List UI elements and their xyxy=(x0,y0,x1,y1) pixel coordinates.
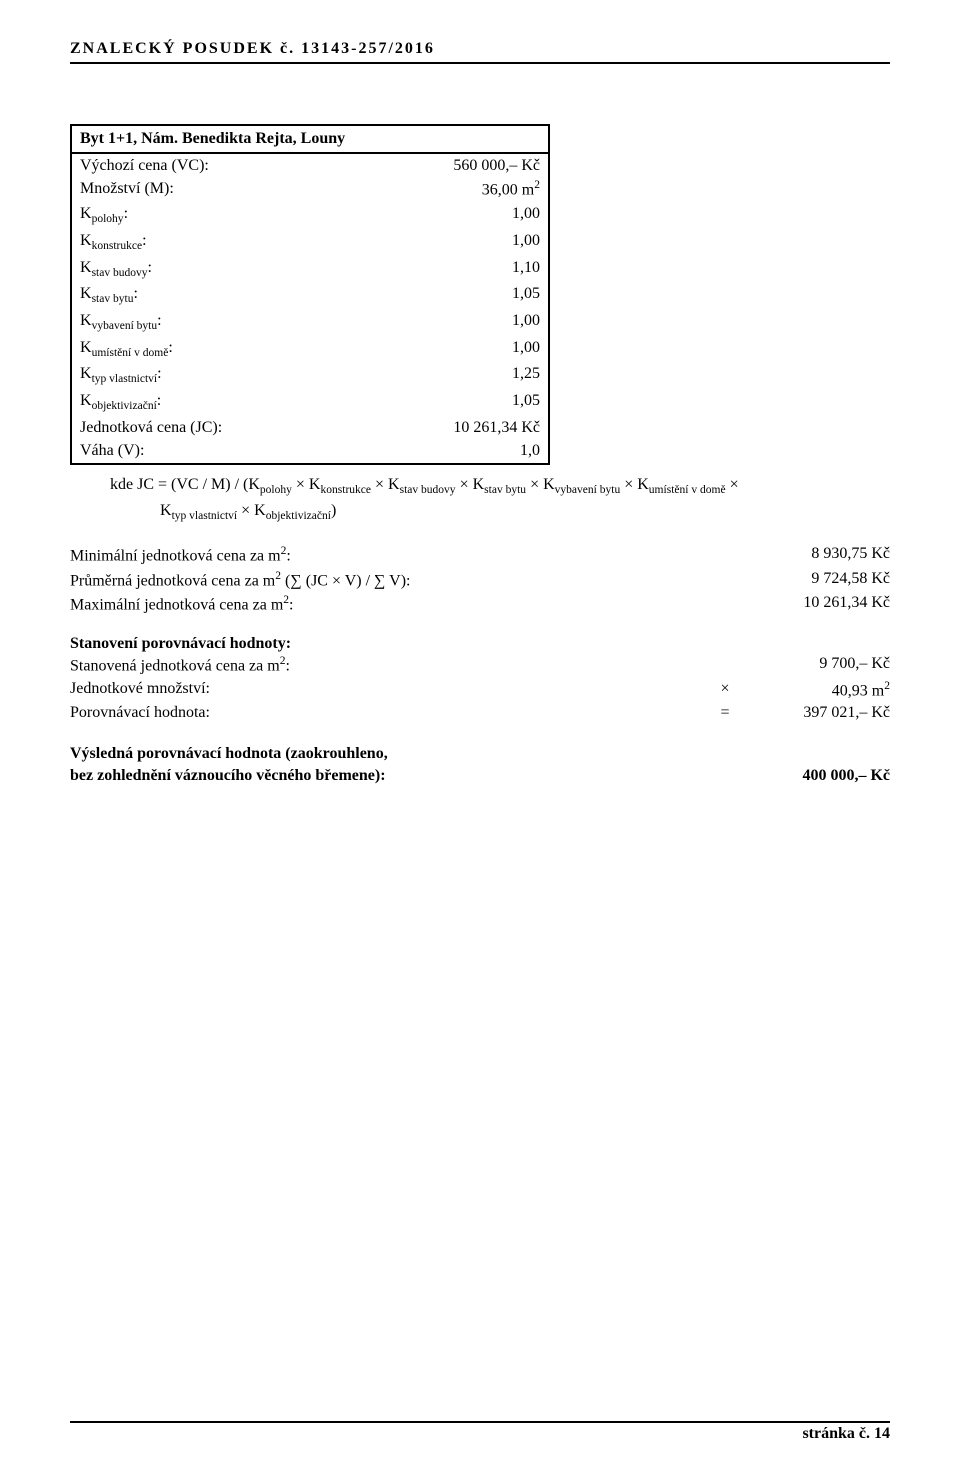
property-row: Kkonstrukce:1,00 xyxy=(72,229,548,256)
comparison-value: 9 700,– Kč xyxy=(740,653,890,678)
summary-row: Maximální jednotková cena za m2:10 261,3… xyxy=(70,592,890,617)
summary-row: Průměrná jednotková cena za m2 (∑ (JC × … xyxy=(70,568,890,593)
property-row-value: 1,00 xyxy=(420,230,540,255)
property-row: Kumístění v domě:1,00 xyxy=(72,336,548,363)
property-row-value: 1,10 xyxy=(420,257,540,282)
property-row-label: Kstav budovy: xyxy=(80,257,420,282)
unit-price-summary: Minimální jednotková cena za m2:8 930,75… xyxy=(70,543,890,617)
page-number: stránka č. 14 xyxy=(802,1425,890,1442)
property-row: Jednotková cena (JC):10 261,34 Kč xyxy=(72,416,548,440)
property-row-value: 1,00 xyxy=(420,337,540,362)
header-left-text: ZNALECKÝ POSUDEK č. 13143-257/2016 xyxy=(70,40,435,58)
result-line2: bez zohlednění váznoucího věcného břemen… xyxy=(70,765,740,787)
property-row-label: Kpolohy: xyxy=(80,203,420,228)
property-row-label: Kstav bytu: xyxy=(80,283,420,308)
summary-label: Maximální jednotková cena za m2: xyxy=(70,592,740,617)
property-row: Kvybavení bytu:1,00 xyxy=(72,309,548,336)
property-box: Byt 1+1, Nám. Benedikta Rejta, Louny Výc… xyxy=(70,124,550,465)
property-title-row: Byt 1+1, Nám. Benedikta Rejta, Louny xyxy=(72,126,548,154)
comparison-row: Jednotkové množství:×40,93 m2 xyxy=(70,678,890,703)
formula-block: kde JC = (VC / M) / (Kpolohy × Kkonstruk… xyxy=(70,473,890,525)
property-row-label: Kobjektivizační: xyxy=(80,390,420,415)
property-row: Ktyp vlastnictví:1,25 xyxy=(72,362,548,389)
result-empty xyxy=(740,743,890,765)
comparison-row: Porovnávací hodnota:=397 021,– Kč xyxy=(70,702,890,724)
comparison-operator: × xyxy=(710,678,740,703)
property-row-value: 1,25 xyxy=(420,363,540,388)
property-row-label: Výchozí cena (VC): xyxy=(80,155,420,177)
property-row-value: 1,00 xyxy=(420,203,540,228)
result-block: Výsledná porovnávací hodnota (zaokrouhle… xyxy=(70,743,890,788)
property-row-value: 1,00 xyxy=(420,310,540,335)
property-row-label: Jednotková cena (JC): xyxy=(80,417,420,439)
property-row-value: 36,00 m2 xyxy=(420,178,540,201)
formula-line1: kde JC = (VC / M) / (Kpolohy × Kkonstruk… xyxy=(110,473,890,499)
property-row-value: 560 000,– Kč xyxy=(420,155,540,177)
property-title: Byt 1+1, Nám. Benedikta Rejta, Louny xyxy=(80,128,345,150)
summary-row: Minimální jednotková cena za m2:8 930,75… xyxy=(70,543,890,568)
result-line1: Výsledná porovnávací hodnota (zaokrouhle… xyxy=(70,743,740,765)
property-row: Kobjektivizační:1,05 xyxy=(72,389,548,416)
comparison-value-block: Stanovení porovnávací hodnoty: Stanovená… xyxy=(70,635,890,725)
comparison-operator: = xyxy=(710,702,740,724)
comparison-label: Stanovená jednotková cena za m2: xyxy=(70,653,710,678)
property-row: Množství (M):36,00 m2 xyxy=(72,177,548,202)
result-value: 400 000,– Kč xyxy=(740,765,890,787)
property-row-value: 1,0 xyxy=(420,440,540,462)
property-row-label: Kkonstrukce: xyxy=(80,230,420,255)
comparison-value: 397 021,– Kč xyxy=(740,702,890,724)
comparison-label: Porovnávací hodnota: xyxy=(70,702,710,724)
page-header: ZNALECKÝ POSUDEK č. 13143-257/2016 xyxy=(70,40,890,64)
comparison-heading: Stanovení porovnávací hodnoty: xyxy=(70,635,890,653)
comparison-label: Jednotkové množství: xyxy=(70,678,710,703)
property-row-label: Množství (M): xyxy=(80,178,420,201)
property-row-label: Kvybavení bytu: xyxy=(80,310,420,335)
summary-label: Minimální jednotková cena za m2: xyxy=(70,543,740,568)
property-row-value: 10 261,34 Kč xyxy=(420,417,540,439)
property-row: Výchozí cena (VC):560 000,– Kč xyxy=(72,154,548,178)
summary-value: 9 724,58 Kč xyxy=(740,568,890,593)
property-row-value: 1,05 xyxy=(420,390,540,415)
property-row: Kpolohy:1,00 xyxy=(72,202,548,229)
property-row-label: Kumístění v domě: xyxy=(80,337,420,362)
comparison-rows: Stanovená jednotková cena za m2: 9 700,– … xyxy=(70,653,890,725)
comparison-value: 40,93 m2 xyxy=(740,678,890,703)
property-row: Kstav bytu:1,05 xyxy=(72,282,548,309)
summary-label: Průměrná jednotková cena za m2 (∑ (JC × … xyxy=(70,568,740,593)
property-row: Váha (V):1,0 xyxy=(72,439,548,463)
property-row-label: Ktyp vlastnictví: xyxy=(80,363,420,388)
property-row-value: 1,05 xyxy=(420,283,540,308)
property-row-label: Váha (V): xyxy=(80,440,420,462)
summary-value: 8 930,75 Kč xyxy=(740,543,890,568)
property-row: Kstav budovy:1,10 xyxy=(72,256,548,283)
comparison-row: Stanovená jednotková cena za m2: 9 700,– … xyxy=(70,653,890,678)
property-rows: Výchozí cena (VC):560 000,– KčMnožství (… xyxy=(72,154,548,463)
summary-value: 10 261,34 Kč xyxy=(740,592,890,617)
comparison-operator xyxy=(710,653,740,678)
formula-line2: Ktyp vlastnictví × Kobjektivizační) xyxy=(110,499,890,525)
page-footer: stránka č. 14 xyxy=(70,1421,890,1443)
